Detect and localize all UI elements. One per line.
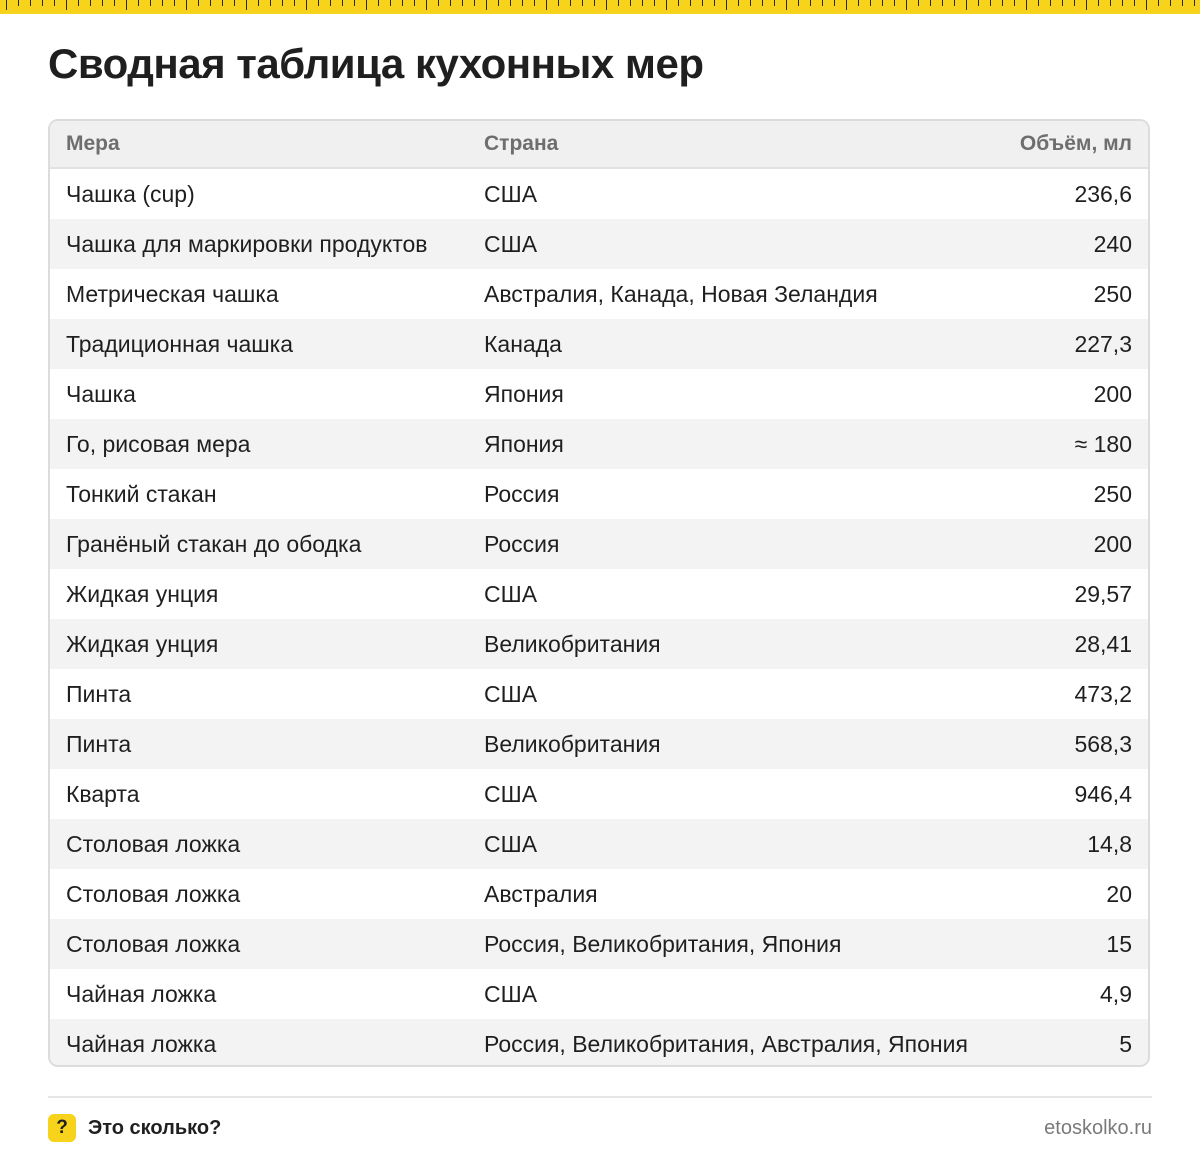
table-row: Тонкий стакан Россия 250 (50, 469, 1148, 519)
cell-country: Канада (484, 330, 562, 357)
cell-measure: Жидкая унция (66, 580, 219, 607)
ruler-strip (0, 0, 1200, 14)
cell-volume: 200 (1093, 380, 1132, 407)
header-volume: Объём, мл (1019, 132, 1132, 155)
table-row: Чайная ложка США 4,9 (50, 969, 1148, 1019)
cell-measure: Столовая ложка (66, 830, 241, 857)
table-row: Столовая ложка Австралия 20 (50, 869, 1148, 919)
table-header-row: Мера Страна Объём, мл (50, 121, 1148, 169)
table-row: Чашка Япония 200 (50, 369, 1148, 419)
cell-country: Россия (484, 480, 560, 507)
table-row: Традиционная чашка Канада 227,3 (50, 319, 1148, 369)
cell-volume: 5 (1119, 1030, 1132, 1057)
cell-volume: 473,2 (1074, 680, 1132, 707)
cell-volume: 20 (1106, 880, 1132, 907)
cell-measure: Чайная ложка (66, 1030, 217, 1057)
table-row: Чашка (cup) США 236,6 (50, 169, 1148, 219)
cell-measure: Столовая ложка (66, 930, 241, 957)
cell-measure: Гранёный стакан до ободка (66, 530, 362, 557)
table-row: Жидкая унция Великобритания 28,41 (50, 619, 1148, 669)
question-badge-icon: ? (48, 1114, 76, 1142)
cell-volume: 29,57 (1074, 580, 1132, 607)
cell-measure: Кварта (66, 780, 140, 807)
page-title: Сводная таблица кухонных мер (48, 40, 704, 87)
header-measure: Мера (66, 132, 120, 155)
table-row: Столовая ложка США 14,8 (50, 819, 1148, 869)
table-row: Чайная ложка Россия, Великобритания, Авст… (50, 1019, 1148, 1065)
cell-country: США (484, 830, 538, 857)
cell-country: США (484, 230, 538, 257)
cell-country: Япония (484, 380, 564, 407)
cell-volume: 946,4 (1074, 780, 1132, 807)
cell-measure: Го, рисовая мера (66, 430, 251, 457)
cell-volume: 240 (1093, 230, 1132, 257)
cell-measure: Жидкая унция (66, 630, 219, 657)
table-row: Метрическая чашка Австралия, Канада, Нова… (50, 269, 1148, 319)
footer-divider (48, 1096, 1152, 1098)
measures-table: Мера Страна Объём, мл Чашка (cup) США 236,… (48, 119, 1150, 1067)
brand-name: Это сколько? (88, 1116, 222, 1139)
cell-volume: 250 (1093, 480, 1132, 507)
table-row: Жидкая унция США 29,57 (50, 569, 1148, 619)
cell-measure: Чашка (cup) (66, 180, 195, 207)
table-row: Пинта США 473,2 (50, 669, 1148, 719)
cell-measure: Столовая ложка (66, 880, 241, 907)
cell-volume: 250 (1093, 280, 1132, 307)
cell-country: Россия, Великобритания, Австралия, Япони… (484, 1030, 968, 1057)
cell-measure: Чайная ложка (66, 980, 217, 1007)
cell-country: США (484, 780, 538, 807)
table-row: Гранёный стакан до ободка Россия 200 (50, 519, 1148, 569)
table-row: Чашка для маркировки продуктов США 240 (50, 219, 1148, 269)
cell-country: Великобритания (484, 730, 661, 757)
cell-country: США (484, 180, 538, 207)
cell-country: Австралия, Канада, Новая Зеландия (484, 280, 878, 307)
cell-country: Великобритания (484, 630, 661, 657)
cell-measure: Чашка (66, 380, 136, 407)
cell-volume: 15 (1106, 930, 1132, 957)
table-row: Кварта США 946,4 (50, 769, 1148, 819)
cell-volume: 14,8 (1087, 830, 1132, 857)
cell-country: Япония (484, 430, 564, 457)
cell-volume: 568,3 (1074, 730, 1132, 757)
table-row: Пинта Великобритания 568,3 (50, 719, 1148, 769)
cell-country: Россия, Великобритания, Япония (484, 930, 842, 957)
cell-measure: Пинта (66, 730, 132, 757)
cell-volume: 227,3 (1074, 330, 1132, 357)
cell-volume: 236,6 (1074, 180, 1132, 207)
footer-brand[interactable]: ? Это сколько? (48, 1114, 221, 1142)
cell-country: Россия (484, 530, 560, 557)
cell-country: Австралия (484, 880, 598, 907)
cell-volume: 200 (1093, 530, 1132, 557)
table-row: Го, рисовая мера Япония ≈ 180 (50, 419, 1148, 469)
cell-measure: Традиционная чашка (66, 330, 294, 357)
header-country: Страна (484, 132, 559, 155)
cell-country: США (484, 980, 538, 1007)
cell-volume: 4,9 (1100, 980, 1132, 1007)
cell-measure: Чашка для маркировки продуктов (66, 230, 428, 257)
cell-volume: ≈ 180 (1074, 430, 1132, 457)
cell-country: США (484, 580, 538, 607)
cell-volume: 28,41 (1074, 630, 1132, 657)
cell-measure: Пинта (66, 680, 132, 707)
table-body: Чашка (cup) США 236,6 Чашка для маркировки … (50, 169, 1148, 1065)
cell-country: США (484, 680, 538, 707)
cell-measure: Тонкий стакан (66, 480, 217, 507)
site-link[interactable]: etoskolko.ru (1044, 1117, 1152, 1139)
cell-measure: Метрическая чашка (66, 280, 279, 307)
table-row: Столовая ложка Россия, Великобритания, Яп… (50, 919, 1148, 969)
